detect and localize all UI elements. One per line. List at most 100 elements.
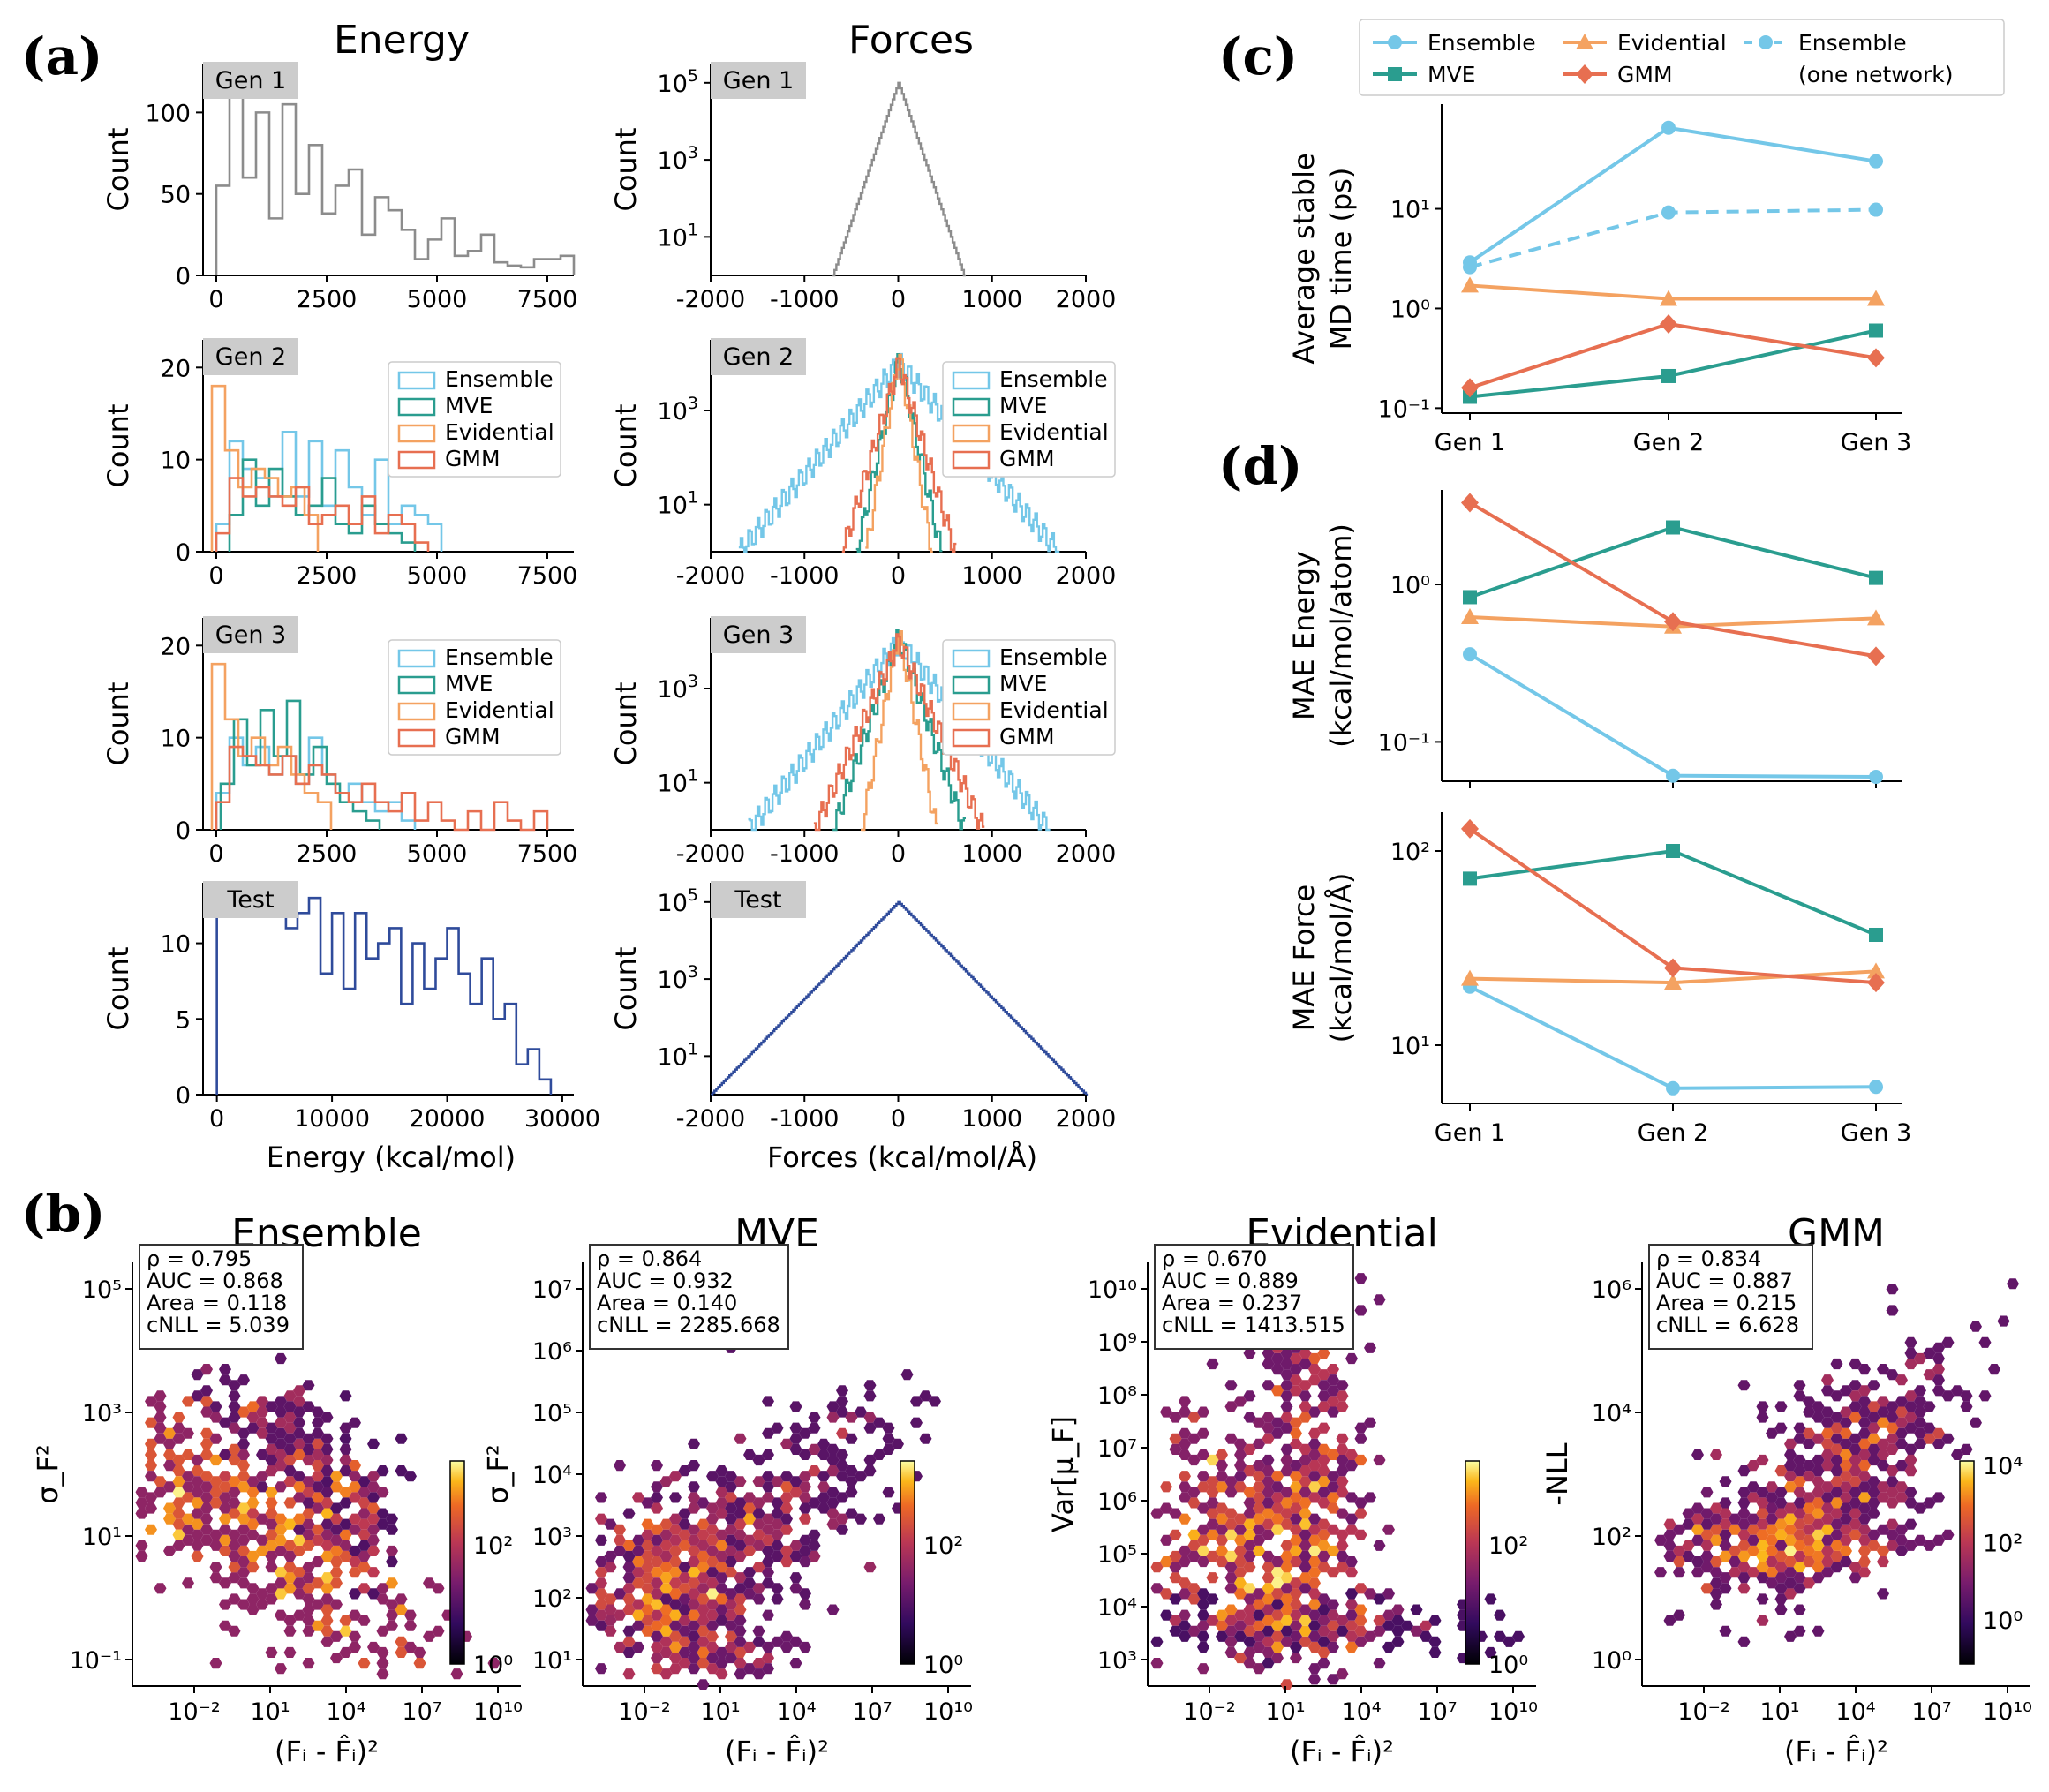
hexbin-cell (1299, 1497, 1312, 1509)
hexbin-cell (780, 1438, 793, 1449)
hexbin-cell (1224, 1636, 1238, 1647)
hexbin-cell (669, 1577, 682, 1589)
hexbin-cell (1280, 1487, 1293, 1498)
panel-a-label: (a) (21, 26, 102, 87)
hexbin-cell (789, 1540, 802, 1551)
hexbin-cell (1327, 1524, 1339, 1535)
hexbin-cell (622, 1508, 636, 1519)
hexbin-cell (200, 1449, 213, 1460)
hexbin-cell (752, 1529, 765, 1540)
hexbin-cell (1234, 1630, 1247, 1642)
hexbin-cell (659, 1668, 673, 1680)
hexbin-cell (1280, 1550, 1293, 1562)
hexbin-cell (209, 1562, 222, 1573)
hexbin-cell (1216, 1481, 1228, 1493)
hexbin-cell (1253, 1492, 1265, 1503)
hexbin-cell (265, 1401, 278, 1412)
hexbin-cell (789, 1422, 802, 1434)
hexbin-cell (706, 1588, 719, 1600)
hexbin-cell (1719, 1529, 1732, 1540)
hexbin-cell (1262, 1497, 1275, 1509)
hexbin-cell (1160, 1502, 1172, 1514)
hexbin-cell (376, 1658, 389, 1669)
hexbin-cell (413, 1646, 426, 1658)
hexbin-cell (283, 1422, 297, 1434)
mae-0-mve-marker (1463, 590, 1477, 605)
mae-ytick-label: 10⁰ (1390, 572, 1430, 599)
hexbin-cell (237, 1534, 250, 1546)
hexbin-cell (1327, 1620, 1339, 1631)
hexbin-cell (1243, 1390, 1256, 1402)
hexbin-cell (367, 1567, 380, 1578)
hexbin-cell (1830, 1433, 1843, 1444)
forces-xtick-label: -1000 (770, 840, 839, 868)
hexbin-cell (1290, 1599, 1302, 1610)
hexbin-cell (1793, 1604, 1806, 1615)
forces-row-1-legend (942, 361, 1116, 478)
hexbin-cell (1271, 1502, 1284, 1514)
hexbin-cell (697, 1562, 710, 1573)
hexbin-cell (246, 1583, 260, 1594)
hexbin-cell (256, 1545, 268, 1556)
hexbin-cell (873, 1449, 885, 1460)
hexbin-cell (1737, 1636, 1751, 1647)
hexbin-cell (595, 1556, 607, 1568)
hexbin-cell (1280, 1562, 1293, 1573)
hexbin-cell (1243, 1497, 1256, 1509)
hexbin-cell (339, 1540, 352, 1551)
energy-hist-2-mve (219, 699, 381, 830)
hexbin-cell (1317, 1487, 1330, 1498)
hexbin-cell (817, 1502, 830, 1514)
hexbin-cell (1858, 1502, 1871, 1514)
hexbin-cell (237, 1567, 250, 1578)
hexbin-xtick-label: 10⁷ (1417, 1698, 1457, 1726)
hexbin-xtick-label: 10⁷ (1911, 1698, 1951, 1726)
hexbin-cell (762, 1556, 774, 1568)
hexbin-cell (339, 1529, 352, 1540)
hexbin-cell (1849, 1529, 1862, 1540)
hexbin-cell (752, 1508, 765, 1519)
hexbin-cell (1373, 1593, 1386, 1605)
hexbin-cell (725, 1545, 737, 1556)
hexbin-cell (1774, 1508, 1788, 1519)
hexbin-cell (1345, 1556, 1358, 1568)
forces-row-1-legend-label-ensemble: Ensemble (999, 366, 1108, 392)
hexbin-cell (163, 1545, 176, 1556)
hexbin-cell (256, 1449, 268, 1460)
hexbin-cell (1317, 1646, 1330, 1658)
energy-xtick-label: 5000 (407, 562, 468, 590)
hexbin-cell (1756, 1615, 1769, 1626)
hexbin-cell (182, 1471, 194, 1482)
hexbin-cell (604, 1562, 617, 1573)
hexbin-cell (1169, 1625, 1182, 1637)
mae-ytick-label: 10¹ (1390, 1033, 1430, 1060)
colorbar-tick-label: 10² (1983, 1531, 2023, 1558)
hexbin-cell (1923, 1540, 1936, 1551)
hexbin-cell (1280, 1380, 1293, 1391)
hexbin-cell (1253, 1481, 1265, 1493)
hexbin-cell (302, 1380, 315, 1391)
hexbin-cell (826, 1412, 840, 1423)
hexbin-cell (1280, 1497, 1293, 1509)
hexbin-cell (302, 1487, 315, 1498)
hexbin-cell (312, 1427, 324, 1439)
hexbin-cell (632, 1534, 644, 1546)
hexbin-cell (1895, 1545, 1908, 1556)
hexbin-cell (641, 1529, 654, 1540)
hexbin-cell (1691, 1556, 1704, 1568)
hexbin-cell (1317, 1454, 1330, 1466)
forces-row-1-legend-label-mve: MVE (999, 393, 1047, 418)
hexbin-cell (1308, 1630, 1321, 1642)
hexbin-cell (651, 1524, 663, 1535)
hexbin-cell (1858, 1513, 1871, 1525)
hexbin-cell (1784, 1481, 1797, 1493)
hexbin-cell (1373, 1625, 1386, 1637)
hexbin-cell (595, 1620, 607, 1631)
hexbin-cell (209, 1454, 222, 1466)
hexbin-cell (808, 1550, 821, 1562)
hexbin-cell (1271, 1492, 1284, 1503)
hexbin-cell (1812, 1540, 1825, 1551)
hexbin-cell (1262, 1604, 1275, 1615)
energy-xlabel: Energy (kcal/mol) (267, 1141, 516, 1174)
hexbin-cell (237, 1502, 250, 1514)
